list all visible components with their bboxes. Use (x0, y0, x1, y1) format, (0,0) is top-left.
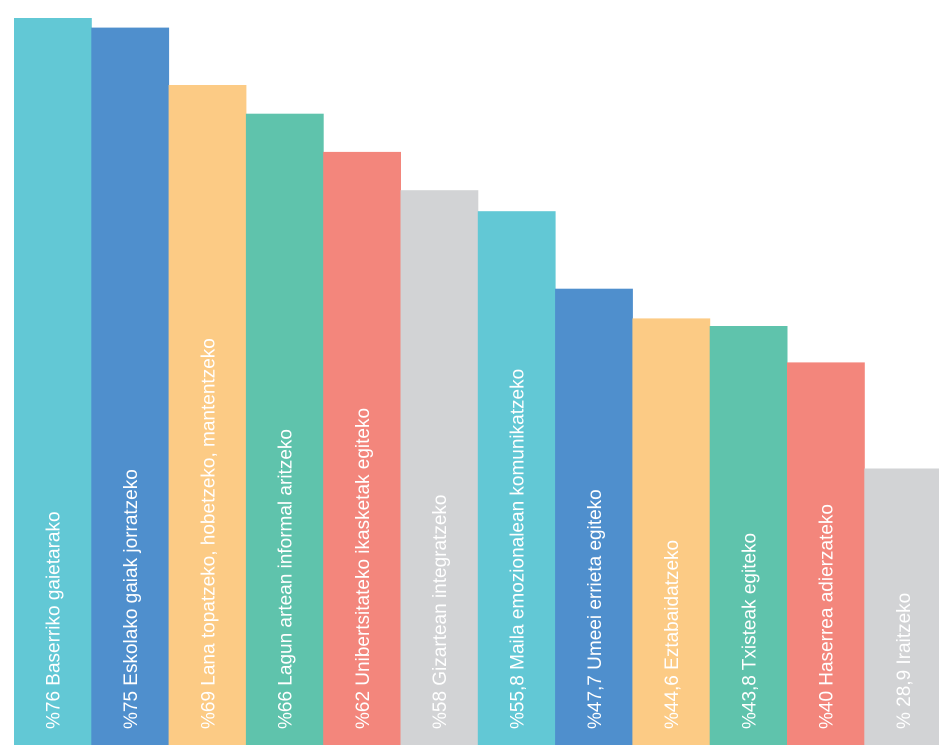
bar-label-1: %76 Baserriko gaietarako (44, 511, 65, 729)
bar-label-4: %66 Lagun artean informal aritzeko (276, 429, 297, 729)
bars-group (14, 18, 939, 745)
bar-7 (477, 211, 556, 745)
bar-5 (323, 151, 401, 745)
bar-label-5: %62 Unibertsitateko ikasketak egiteko (353, 408, 374, 729)
bar-4 (245, 113, 324, 745)
bar-label-7: %55,8 Maila emozionalean komunikatzeko (507, 369, 528, 729)
labels-group: %76 Baserriko gaietarako %75 Eskolako gai… (44, 338, 915, 729)
bar-6 (400, 190, 479, 745)
bar-label-11: %40 Haserrea adierzateko (817, 504, 838, 729)
bar-9 (632, 318, 711, 745)
bar-label-6: %58 Gizartean integratzeko (430, 495, 451, 729)
bar-8 (555, 288, 633, 745)
bar-label-12: % 28,9 Iraitzeko (894, 593, 915, 729)
bar-1 (14, 18, 92, 745)
bar-label-3: %69 Lana topatzeko, hobetzeko, mantentze… (198, 338, 219, 729)
bar-3 (168, 85, 247, 745)
bar-label-9: %44,6 Eztabaidatzeko (662, 540, 683, 729)
bar-label-2: %75 Eskolako gaiak jorratzeko (121, 469, 142, 729)
bar-2 (91, 27, 170, 745)
bar-10 (709, 326, 788, 745)
bar-11 (787, 362, 865, 745)
bar-label-10: %43,8 Txisteak egiteko (739, 533, 760, 729)
bar-12 (864, 468, 939, 745)
bar-label-8: %47,7 Umeei errieta egiteko (585, 489, 606, 729)
